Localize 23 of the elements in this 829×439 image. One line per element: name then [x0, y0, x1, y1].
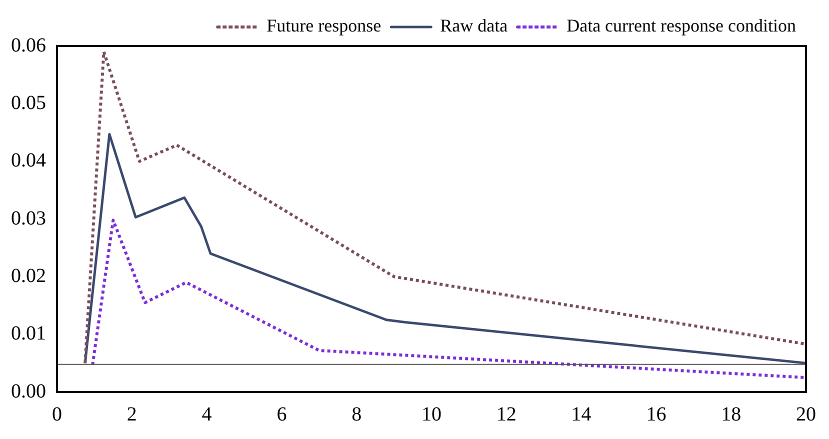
y-tick-label: 0.02 — [11, 264, 46, 287]
x-tick-label: 20 — [796, 403, 816, 426]
legend-label: Data current response condition — [566, 16, 796, 36]
x-tick-label: 12 — [496, 403, 516, 426]
x-tick-label: 0 — [52, 403, 62, 426]
y-tick-label: 0.01 — [11, 322, 46, 345]
x-tick-label: 4 — [202, 403, 212, 426]
line-series — [91, 218, 806, 380]
y-tick-label: 0.05 — [11, 92, 46, 114]
x-tick-label: 2 — [126, 403, 137, 426]
y-tick-label: 0.04 — [11, 150, 46, 172]
y-tick-label: 0.00 — [11, 380, 46, 402]
y-tick-label: 0.06 — [11, 34, 46, 56]
x-tick-label: 18 — [721, 403, 742, 426]
x-tick-label: 10 — [422, 403, 442, 426]
line-series — [84, 50, 806, 365]
y-tick-label: 0.03 — [11, 207, 46, 230]
x-tick-label: 8 — [352, 403, 362, 426]
legend-label: Raw data — [440, 16, 508, 36]
x-tick-label: 14 — [571, 403, 592, 426]
legend-label: Future response — [266, 16, 382, 36]
x-tick-label: 6 — [276, 403, 287, 426]
x-tick-label: 16 — [646, 403, 666, 426]
